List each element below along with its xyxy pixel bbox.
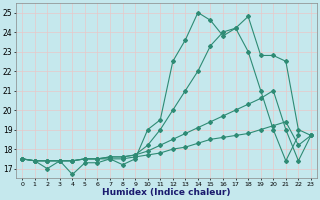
X-axis label: Humidex (Indice chaleur): Humidex (Indice chaleur) <box>102 188 231 197</box>
